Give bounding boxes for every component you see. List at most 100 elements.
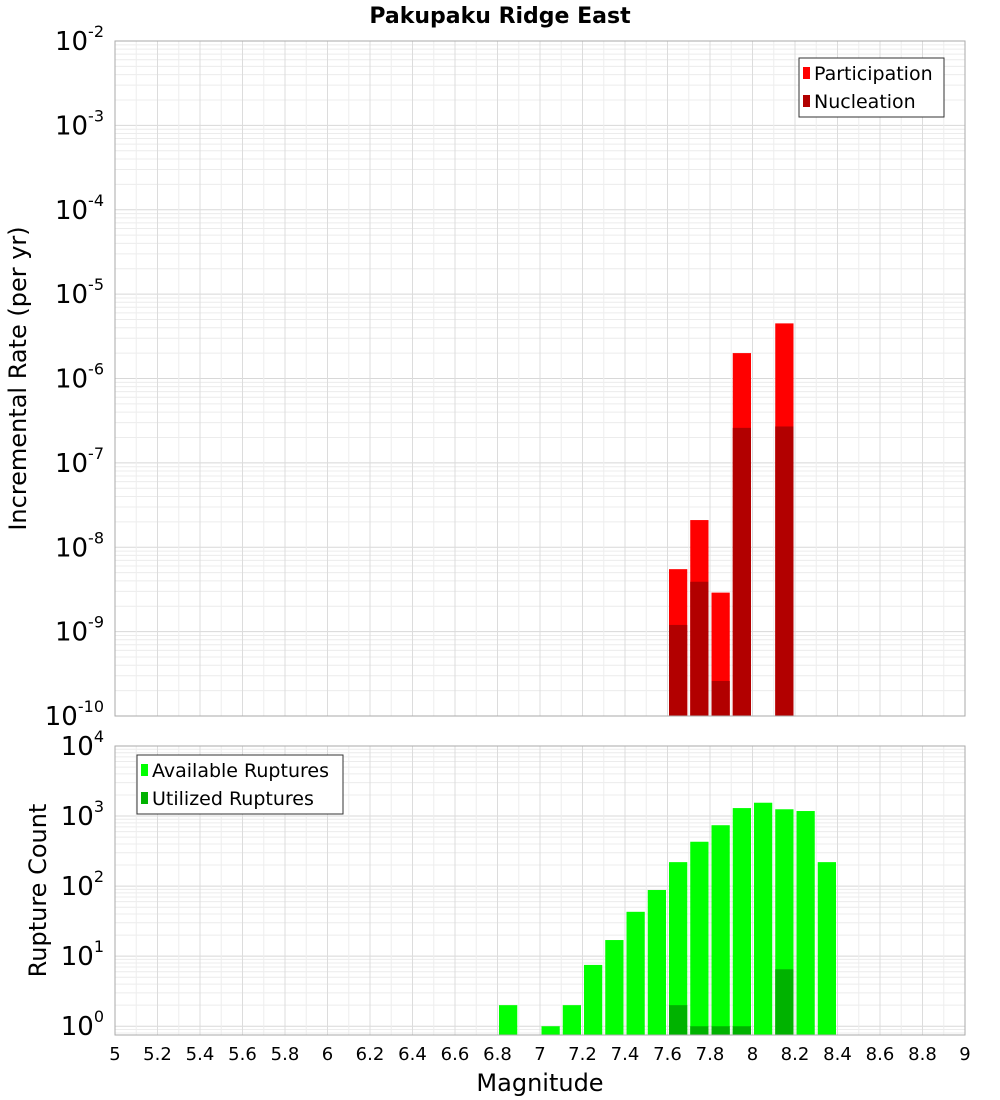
y-tick-base: 10 [61, 942, 94, 972]
bar-available-ruptures [690, 841, 709, 1035]
y-tick-label: 102 [61, 867, 104, 902]
x-tick-label: 5.2 [143, 1044, 172, 1065]
y-tick-label: 10-9 [55, 613, 104, 648]
y-tick-base: 10 [55, 365, 88, 395]
bar-overlay-utilized-ruptures [775, 969, 794, 1035]
y-tick-exponent: 3 [94, 797, 104, 816]
y-tick-base: 10 [55, 27, 88, 57]
legend-box [798, 57, 945, 118]
x-axis-label: Magnitude [476, 1069, 603, 1097]
x-tick-label: 7.6 [653, 1044, 682, 1065]
bar-overlay-nucleation [690, 581, 709, 716]
y-tick-exponent: 0 [94, 1007, 104, 1026]
x-tick-label: 6 [322, 1044, 333, 1065]
legend-label: Available Ruptures [152, 760, 329, 782]
bar-overlay-nucleation [711, 680, 730, 716]
y-tick-exponent: -7 [88, 444, 104, 463]
y-tick-label: 10-2 [55, 22, 104, 57]
x-tick-label: 8.2 [781, 1044, 810, 1065]
y-tick-exponent: 1 [94, 937, 104, 956]
bar-overlay-utilized-ruptures [669, 1005, 688, 1035]
y-tick-base: 10 [55, 196, 88, 226]
bar-available-ruptures [626, 911, 645, 1035]
x-tick-label: 9 [959, 1044, 970, 1065]
bar-available-ruptures [584, 964, 603, 1035]
y-tick-exponent: -2 [88, 22, 104, 41]
y-tick-exponent: -9 [88, 613, 104, 632]
y-tick-label: 104 [61, 727, 104, 762]
x-tick-label: 8 [747, 1044, 758, 1065]
bar-available-ruptures [541, 1026, 560, 1035]
x-tick-label: 6.6 [441, 1044, 470, 1065]
bar-overlay-nucleation [669, 624, 688, 716]
legend-swatch [803, 95, 810, 107]
x-axis: 5 5.2 5.4 5.6 5.8 6 6.2 6.4 6.6 6.8 7 7.2 7.4 7.6 7.8 8… [109, 1044, 970, 1065]
y-tick-base: 10 [45, 702, 78, 732]
y-tick-base: 10 [55, 111, 88, 141]
y-tick-base: 10 [55, 618, 88, 648]
rate-panel: 10-210-310-410-510-610-710-810-910-10Inc… [4, 22, 966, 732]
y-tick-label: 103 [61, 797, 104, 832]
bar-available-ruptures [562, 1005, 581, 1035]
legend-swatch [141, 764, 148, 776]
y-tick-base: 10 [61, 732, 94, 762]
y-tick-label: 101 [61, 937, 104, 972]
y-tick-exponent: -10 [78, 697, 104, 716]
y-tick-exponent: 4 [94, 727, 104, 746]
x-tick-label: 8.4 [823, 1044, 852, 1065]
y-tick-label: 10-10 [45, 697, 104, 732]
chart-title: Pakupaku Ridge East [369, 4, 631, 29]
x-tick-label: 5.8 [271, 1044, 300, 1065]
x-tick-label: 5.4 [186, 1044, 215, 1065]
x-tick-label: 7 [534, 1044, 545, 1065]
bar-available-ruptures [817, 862, 836, 1035]
x-tick-label: 6.8 [483, 1044, 512, 1065]
bar-overlay-utilized-ruptures [711, 1026, 730, 1035]
bar-available-ruptures [754, 802, 773, 1035]
y-tick-base: 10 [61, 802, 94, 832]
bar-available-ruptures [796, 811, 815, 1035]
legend-swatch [803, 67, 810, 79]
y-tick-base: 10 [55, 449, 88, 479]
y-tick-label: 10-5 [55, 275, 104, 310]
x-tick-label: 5 [109, 1044, 120, 1065]
x-tick-label: 8.8 [908, 1044, 937, 1065]
plot-frame [114, 40, 966, 717]
x-tick-label: 6.2 [356, 1044, 385, 1065]
legend-label: Nucleation [814, 91, 916, 113]
bar-available-ruptures [669, 862, 688, 1035]
bar-available-ruptures [647, 890, 666, 1035]
y-tick-exponent: -3 [88, 106, 104, 125]
y-tick-base: 10 [61, 1012, 94, 1042]
y-tick-exponent: 2 [94, 867, 104, 886]
bar-available-ruptures [605, 940, 624, 1035]
legend-swatch [141, 792, 148, 804]
bar-available-ruptures [499, 1005, 518, 1035]
y-tick-base: 10 [55, 533, 88, 563]
bar-overlay-utilized-ruptures [732, 1026, 751, 1035]
y-tick-base: 10 [61, 872, 94, 902]
y-tick-label: 10-7 [55, 444, 104, 479]
y-axis-label: Rupture Count [24, 804, 52, 978]
x-tick-label: 8.6 [866, 1044, 895, 1065]
y-tick-label: 10-3 [55, 106, 104, 141]
bar-overlay-nucleation [732, 427, 751, 716]
y-tick-exponent: -6 [88, 360, 104, 379]
x-tick-label: 7.2 [568, 1044, 597, 1065]
legend-label: Participation [814, 63, 933, 85]
bar-available-ruptures [732, 808, 751, 1035]
y-tick-label: 10-8 [55, 528, 104, 563]
y-tick-exponent: -5 [88, 275, 104, 294]
y-tick-exponent: -8 [88, 528, 104, 547]
y-tick-label: 10-6 [55, 360, 104, 395]
y-tick-label: 100 [61, 1007, 104, 1042]
y-axis-label: Incremental Rate (per yr) [4, 226, 32, 530]
y-tick-base: 10 [55, 280, 88, 310]
x-tick-label: 7.8 [696, 1044, 725, 1065]
x-tick-label: 7.4 [611, 1044, 640, 1065]
bar-overlay-utilized-ruptures [690, 1026, 709, 1035]
y-tick-label: 10-4 [55, 191, 104, 226]
legend-box [136, 754, 344, 815]
